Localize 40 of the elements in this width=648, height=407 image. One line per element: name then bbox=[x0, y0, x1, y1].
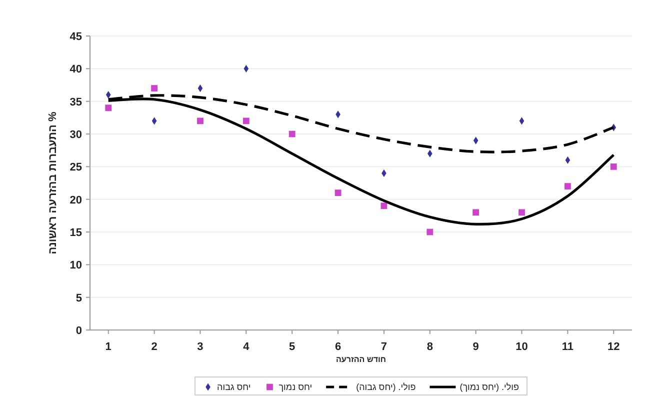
point bbox=[288, 130, 296, 138]
x-tick-label: 11 bbox=[562, 341, 574, 353]
point bbox=[472, 209, 480, 216]
x-tick-label: 10 bbox=[516, 341, 528, 353]
x-tick-label: 3 bbox=[197, 341, 204, 353]
point bbox=[610, 163, 617, 170]
x-tick-label: 12 bbox=[608, 341, 620, 353]
y-tick-label: 45 bbox=[70, 31, 82, 43]
point bbox=[242, 118, 250, 124]
y-tick-label: 0 bbox=[76, 325, 82, 337]
point bbox=[564, 183, 571, 190]
x-tick-label: 2 bbox=[151, 341, 158, 353]
legend-label: יחס גבוה bbox=[217, 382, 251, 392]
x-tick-label: 5 bbox=[289, 341, 296, 353]
x-tick-label: 7 bbox=[380, 341, 388, 353]
y-tick-label: 25 bbox=[70, 162, 82, 174]
legend-label: פולי. (יחס נמוך) bbox=[460, 382, 519, 392]
point bbox=[197, 118, 204, 124]
y-tick-label: 20 bbox=[70, 194, 82, 206]
y-tick-label: 40 bbox=[70, 64, 82, 76]
legend-label: יחס נמוך bbox=[278, 382, 312, 392]
x-tick-label: 1 bbox=[105, 341, 112, 353]
point bbox=[380, 202, 388, 210]
point bbox=[426, 228, 434, 236]
x-tick-label: 4 bbox=[243, 341, 250, 353]
y-tick-label: 30 bbox=[70, 129, 82, 141]
y-tick-label: 5 bbox=[76, 292, 82, 304]
point bbox=[334, 190, 342, 196]
x-tick-label: 9 bbox=[472, 341, 479, 353]
y-tick-label: 10 bbox=[70, 260, 82, 272]
x-axis-title: חודש ההזרעה bbox=[336, 355, 386, 364]
y-axis-title: % התעברות בהזרעה ראשונה bbox=[47, 112, 59, 254]
y-tick-label: 35 bbox=[70, 96, 82, 108]
point bbox=[105, 104, 112, 112]
point bbox=[151, 85, 158, 92]
x-tick-label: 6 bbox=[334, 341, 342, 353]
y-tick-label: 15 bbox=[70, 227, 82, 239]
point bbox=[518, 209, 525, 216]
x-tick-label: 8 bbox=[426, 341, 433, 353]
legend-label: פולי. (יחס גבוה) bbox=[356, 382, 416, 392]
